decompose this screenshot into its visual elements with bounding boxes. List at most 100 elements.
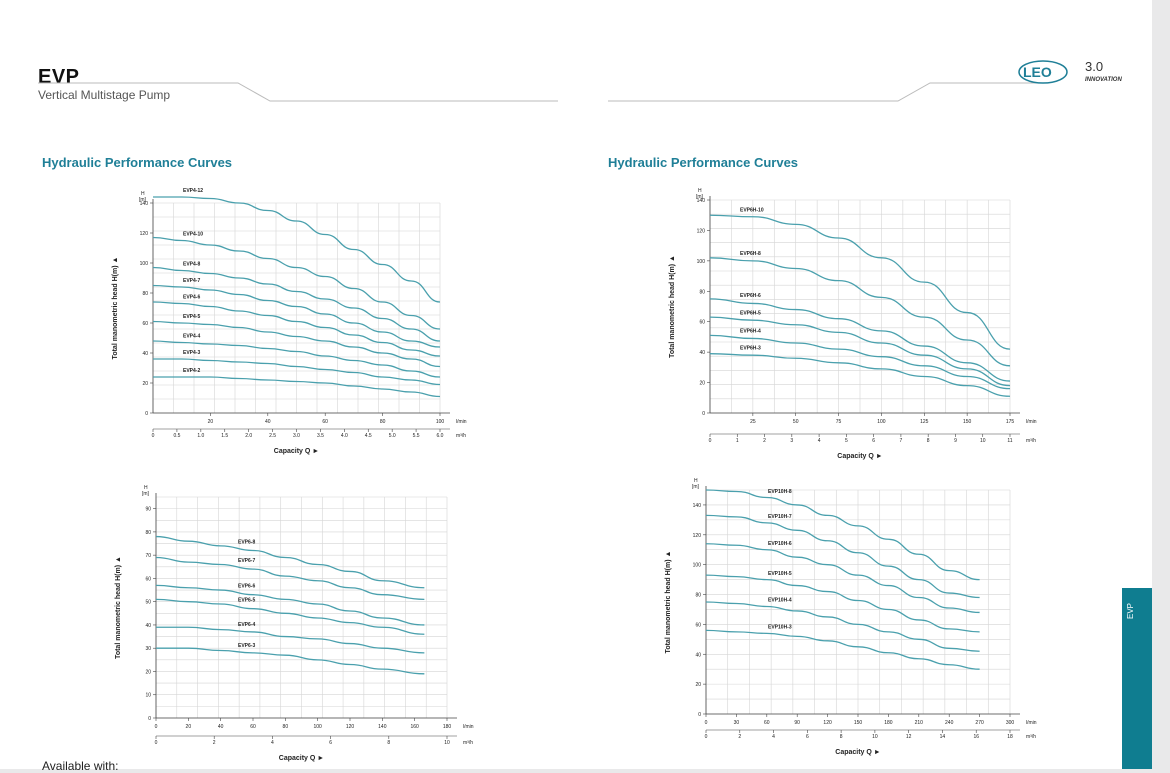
x2-tick-label: 6 [806,734,809,740]
x-axis-title: Capacity Q ► [274,448,319,455]
x-unit-label: l/min [1026,720,1037,726]
footer-note: Available with: [42,759,119,773]
series-label: EVP4-7 [183,278,200,284]
y-tick-label: 20 [699,381,705,387]
header-divider-right [608,82,1038,102]
y-tick-label: 100 [697,259,706,265]
series-label: EVP6-3 [238,643,255,649]
series-line [705,514,980,599]
x-tick-label: 75 [836,419,842,425]
series-line [705,543,980,614]
x2-tick-label: 0.5 [173,433,180,439]
series-label: EVP4-3 [183,350,200,356]
x2-tick-label: 9 [954,438,957,444]
series-line [152,301,441,357]
x-tick-label: 60 [322,419,328,425]
y-tick-label: 60 [145,576,151,582]
series-label: EVP10H-3 [768,624,792,630]
y-tick-label: 0 [145,411,148,417]
series-label: EVP6H-8 [740,251,761,257]
x-tick-label: 80 [283,724,289,730]
series-label: EVP6H-10 [740,207,764,213]
x2-tick-label: 2.0 [245,433,252,439]
logo-text: LEO [1023,64,1052,80]
y-tick-label: 40 [695,652,701,658]
series-line [155,535,425,589]
series-label: EVP6-5 [238,598,255,604]
series-label: EVP6-4 [238,622,255,628]
y-tick-label: 140 [693,503,702,509]
series-line [705,574,980,633]
series-label: EVP4-4 [183,334,200,340]
series-label: EVP6-6 [238,584,255,590]
y-unit-m: [m] [139,197,147,203]
x2-tick-label: 0 [155,740,158,746]
x2-tick-label: 14 [940,734,946,740]
x-tick-label: 300 [1006,720,1015,726]
y-tick-label: 80 [145,530,151,536]
series-line [152,284,441,348]
y-tick-label: 20 [142,381,148,387]
y-tick-label: 0 [702,411,705,417]
series-label: EVP6H-6 [740,293,761,299]
x-axis-title: Capacity Q ► [835,749,880,756]
y-unit-m: [m] [692,484,700,490]
series-line [155,647,425,675]
series-line [155,598,425,635]
x2-tick-label: 6 [872,438,875,444]
y-tick-label: 60 [695,622,701,628]
x2-tick-label: 0 [152,433,155,439]
x2-tick-label: 10 [444,740,450,746]
series-line [705,629,980,670]
x2-tick-label: 5.5 [413,433,420,439]
series-label: EVP4-5 [183,314,200,320]
y-unit-h: H [698,188,702,194]
series-line [709,298,1011,382]
y-tick-label: 100 [693,563,702,569]
y-unit-m: [m] [696,194,704,200]
x2-tick-label: 3 [790,438,793,444]
series-label: EVP10H-6 [768,541,792,547]
y-tick-label: 120 [693,533,702,539]
y-axis-title: Total manometric head H(m) ▲ [669,255,676,358]
x2-tick-label: 2 [738,734,741,740]
x-tick-label: 210 [915,720,924,726]
x2-tick-label: 0 [709,438,712,444]
series-line [705,601,980,652]
x-axis-title: Capacity Q ► [279,755,324,762]
series-label: EVP6H-4 [740,329,761,335]
series-label: EVP6H-5 [740,310,761,316]
series-line [709,214,1011,350]
x2-tick-label: 2 [763,438,766,444]
x2-tick-label: 5 [845,438,848,444]
x2-tick-label: 12 [906,734,912,740]
series-line [709,257,1011,367]
series-line [155,584,425,626]
series-line [153,358,441,386]
y-unit-m: [m] [142,491,150,497]
series-line [709,353,1011,397]
y-tick-label: 60 [699,320,705,326]
x2-tick-label: 16 [973,734,979,740]
series-line [152,320,441,368]
series-label: EVP4-10 [183,232,203,238]
series-label: EVP6-8 [238,539,255,545]
x-tick-label: 150 [854,720,863,726]
series-label: EVP10H-8 [768,489,792,495]
x-tick-label: 120 [823,720,832,726]
y-tick-label: 140 [140,201,149,207]
series-line [709,316,1011,387]
series-label: EVP4-6 [183,295,200,301]
series-label: EVP4-2 [183,368,200,374]
page-subtitle: Vertical Multistage Pump [38,88,171,102]
y-unit-h: H [144,485,148,491]
x-tick-label: 25 [750,419,756,425]
x2-unit-label: m³/h [463,740,473,746]
series-label: EVP10H-5 [768,571,792,577]
side-tab[interactable]: EVP [1122,588,1152,769]
y-tick-label: 70 [145,553,151,559]
x2-unit-label: m³/h [1026,438,1036,444]
x2-unit-label: m³/h [1026,734,1036,740]
y-tick-label: 120 [697,228,706,234]
x2-tick-label: 8 [387,740,390,746]
